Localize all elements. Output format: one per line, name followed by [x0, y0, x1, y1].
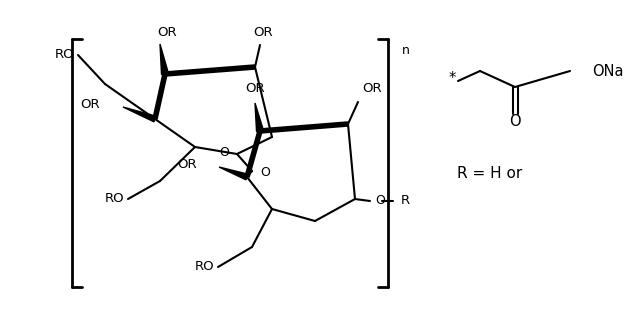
Polygon shape — [123, 107, 156, 122]
Text: RO: RO — [104, 192, 124, 206]
Polygon shape — [255, 103, 264, 132]
Text: OR: OR — [253, 26, 273, 38]
Text: R = H or: R = H or — [458, 166, 523, 182]
Text: OR: OR — [362, 83, 381, 95]
Text: OR: OR — [177, 159, 197, 171]
Text: RO: RO — [54, 48, 74, 62]
Text: O: O — [375, 194, 385, 208]
Text: RO: RO — [195, 261, 214, 273]
Text: O: O — [260, 166, 270, 180]
Text: n: n — [402, 44, 410, 58]
Polygon shape — [160, 44, 168, 75]
Text: *: * — [448, 71, 456, 87]
Polygon shape — [219, 167, 248, 180]
Text: OR: OR — [157, 26, 177, 38]
Text: OR: OR — [81, 97, 100, 111]
Text: OR: OR — [245, 83, 265, 95]
Text: R: R — [401, 194, 410, 208]
Text: ONa: ONa — [592, 63, 623, 79]
Text: O: O — [509, 114, 521, 130]
Text: O: O — [219, 145, 229, 159]
